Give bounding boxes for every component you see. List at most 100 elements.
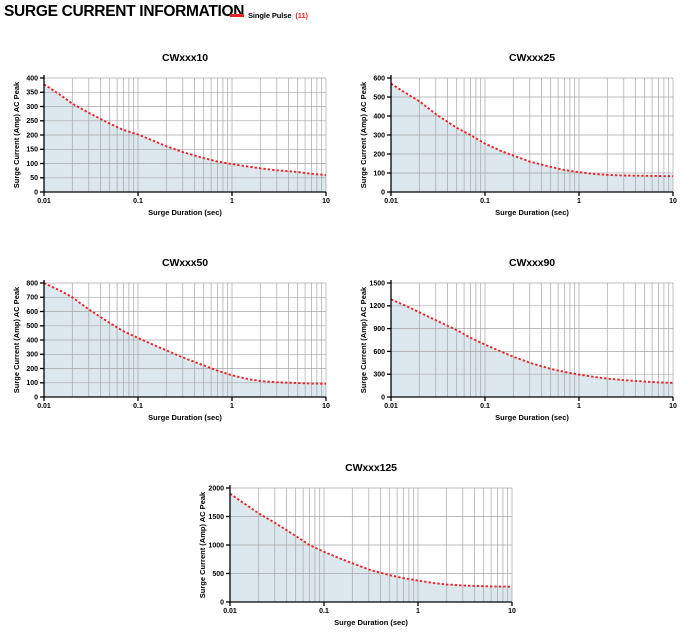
x-tick-label: 1 [577, 198, 581, 205]
x-axis-label: Surge Duration (sec) [148, 413, 222, 422]
y-tick-label: 0 [381, 394, 385, 401]
single-pulse-curve [390, 82, 674, 178]
y-tick-label: 500 [26, 323, 38, 330]
y-tick-label: 800 [26, 280, 38, 287]
y-tick-label: 200 [373, 151, 385, 158]
y-tick-label: 600 [373, 75, 385, 82]
area-fill [391, 83, 673, 192]
x-tick-label: 10 [669, 403, 677, 410]
x-tick-label: 1 [416, 608, 420, 615]
y-tick-label: 500 [212, 571, 224, 578]
x-tick-label: 0.01 [223, 608, 237, 615]
y-tick-label: 900 [373, 326, 385, 333]
single-pulse-curve [43, 83, 327, 176]
y-tick-label: 300 [373, 372, 385, 379]
single-pulse-curve [390, 298, 674, 384]
y-tick-label: 0 [34, 189, 38, 196]
y-tick-label: 100 [373, 170, 385, 177]
y-tick-label: 250 [26, 118, 38, 125]
y-tick-label: 350 [26, 90, 38, 97]
y-tick-label: 0 [381, 189, 385, 196]
chart-cwxxx125: CWxxx125 0 500 1000 1500 2000 0.01 0.1 1 10 Surge… [196, 462, 526, 632]
chart-title: CWxxx90 [509, 257, 555, 269]
chart-title: CWxxx10 [162, 52, 208, 64]
axes [387, 280, 674, 401]
legend: Single Pulse (11) [230, 11, 308, 20]
x-tick-label: 0.1 [133, 403, 143, 410]
y-tick-label: 150 [26, 147, 38, 154]
axes [40, 75, 327, 196]
y-tick-label: 400 [373, 113, 385, 120]
axes [226, 485, 513, 606]
x-tick-label: 0.1 [480, 403, 490, 410]
y-tick-label: 300 [26, 352, 38, 359]
single-pulse-curve [229, 492, 513, 588]
legend-label: Single Pulse [248, 11, 292, 20]
x-axis-label: Surge Duration (sec) [495, 413, 569, 422]
plot-cwxxx90: 0 300 600 900 1200 1500 0.01 0.1 1 10 Surge Durati… [359, 280, 677, 422]
x-tick-label: 0.01 [37, 198, 51, 205]
y-tick-label: 100 [26, 161, 38, 168]
y-tick-label: 200 [26, 366, 38, 373]
chart-cwxxx10: CWxxx10 0 50 100 150 200 250 300 350 400 0.01 0.1 1… [10, 52, 340, 222]
chart-cwxxx25: CWxxx25 0 100 200 300 400 500 600 0.01 0.1 1 10 Sur… [357, 52, 687, 222]
x-tick-label: 0.01 [37, 403, 51, 410]
y-axis-label: Surge Current (Amp) AC Peak [359, 81, 368, 188]
grid-lines [391, 282, 674, 397]
x-tick-label: 1 [230, 403, 234, 410]
chart-title: CWxxx125 [345, 462, 397, 474]
plot-cwxxx125: 0 500 1000 1500 2000 0.01 0.1 1 10 Surge Duration… [198, 485, 516, 627]
y-tick-label: 500 [373, 94, 385, 101]
labels: 0 100 200 300 400 500 600 700 800 0.01 0.1 1 10 Surge… [12, 280, 330, 422]
x-tick-label: 10 [322, 403, 330, 410]
y-tick-label: 50 [30, 175, 38, 182]
y-tick-label: 300 [26, 104, 38, 111]
labels: 0 300 600 900 1200 1500 0.01 0.1 1 10 Surge Durati… [359, 280, 677, 422]
y-axis-label: Surge Current (Amp) AC Peak [198, 491, 207, 598]
single-pulse-curve [43, 282, 327, 385]
y-tick-label: 700 [26, 295, 38, 302]
plot-cwxxx25: 0 100 200 300 400 500 600 0.01 0.1 1 10 Surge Durat… [359, 75, 677, 217]
x-tick-label: 0.1 [133, 198, 143, 205]
y-tick-label: 300 [373, 132, 385, 139]
y-tick-label: 0 [220, 599, 224, 606]
y-axis-label: Surge Current (Amp) AC Peak [359, 286, 368, 393]
y-tick-label: 100 [26, 380, 38, 387]
labels: 0 100 200 300 400 500 600 0.01 0.1 1 10 Surge Durat… [359, 75, 677, 217]
x-tick-label: 1 [230, 198, 234, 205]
y-tick-label: 600 [373, 349, 385, 356]
x-tick-label: 10 [322, 198, 330, 205]
axes [387, 75, 674, 196]
y-tick-label: 1500 [369, 280, 385, 287]
x-tick-label: 10 [508, 608, 516, 615]
single-pulse-line-icon [230, 14, 244, 17]
grid-lines [230, 487, 513, 602]
x-tick-label: 0.1 [480, 198, 490, 205]
x-axis-label: Surge Duration (sec) [334, 618, 408, 627]
y-tick-label: 400 [26, 337, 38, 344]
x-tick-label: 10 [669, 198, 677, 205]
x-tick-label: 0.01 [384, 198, 398, 205]
area-fill [391, 299, 673, 397]
area-fill [44, 84, 326, 192]
grid-lines [44, 282, 327, 397]
chart-title: CWxxx25 [509, 52, 555, 64]
y-tick-label: 600 [26, 309, 38, 316]
plot-cwxxx10: 0 50 100 150 200 250 300 350 400 0.01 0.1 1 10 Surge … [12, 75, 330, 217]
labels: 0 50 100 150 200 250 300 350 400 0.01 0.1 1 10 Surge … [12, 75, 330, 217]
y-tick-label: 0 [34, 394, 38, 401]
x-tick-label: 1 [577, 403, 581, 410]
x-axis-label: Surge Duration (sec) [148, 208, 222, 217]
chart-title: CWxxx50 [162, 257, 208, 269]
chart-cwxxx50: CWxxx50 0 100 200 300 400 500 600 700 800 0.01 0.1… [10, 257, 340, 427]
x-tick-label: 0.1 [319, 608, 329, 615]
plot-cwxxx50: 0 100 200 300 400 500 600 700 800 0.01 0.1 1 10 Surge… [12, 280, 330, 422]
y-tick-label: 1500 [208, 514, 224, 521]
chart-cwxxx90: CWxxx90 0 300 600 900 1200 1500 0.01 0.1 1 10 Surg… [357, 257, 687, 427]
y-tick-label: 400 [26, 75, 38, 82]
y-tick-label: 200 [26, 132, 38, 139]
y-tick-label: 1200 [369, 303, 385, 310]
x-tick-label: 0.01 [384, 403, 398, 410]
x-axis-label: Surge Duration (sec) [495, 208, 569, 217]
